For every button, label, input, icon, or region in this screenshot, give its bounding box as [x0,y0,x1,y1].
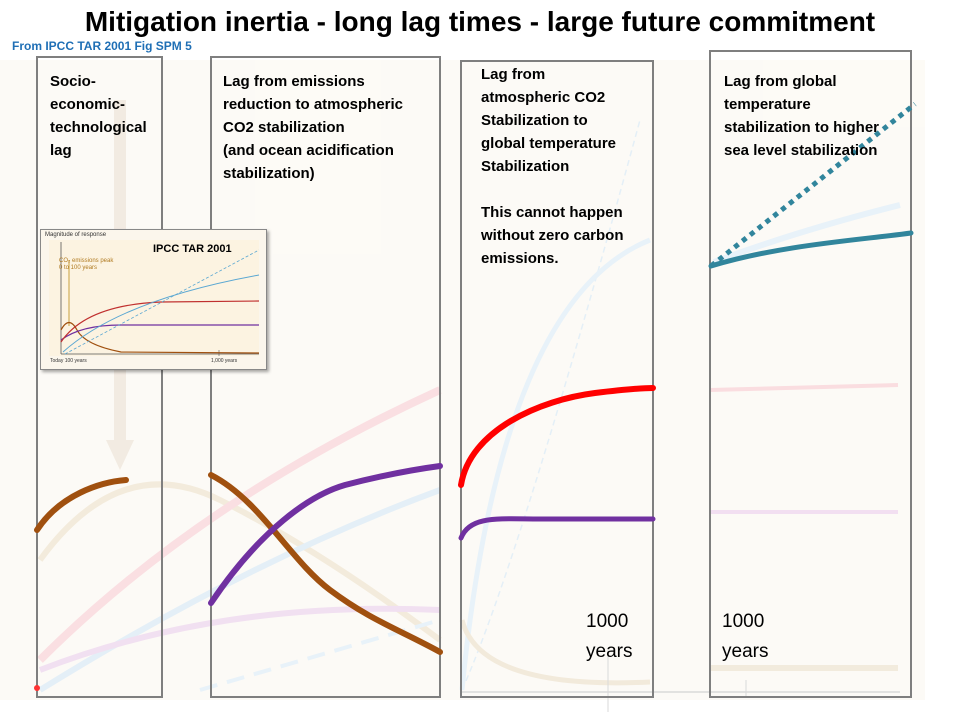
ipcc-inset-figure: Magnitude of response IPCC TAR 2001 CO₂ … [40,229,267,370]
inset-x-label-end: 1,000 years [211,358,238,364]
inset-emissions-curve [60,321,260,354]
panel-label-sea-level-lag: Lag from global temperature stabilizatio… [724,73,880,159]
co2-curve-panel-3 [458,516,656,541]
inset-chart [49,240,260,356]
emissions-curve-panel-1 [34,477,129,533]
panel-label-temperature-lag: Lag from atmospheric CO2 Stabilization t… [481,66,624,267]
inset-sea-level-thermal-curve [62,274,260,353]
inset-y-label: Magnitude of response [45,232,107,238]
years-label-panel-4: 1000 years [722,611,769,662]
inset-temperature-curve [60,300,260,343]
inset-peak-label: CO₂ emissions peak 0 to 100 years [59,258,114,271]
years-label-panel-3: 1000 years [586,611,633,662]
panel-label-socioeconomic: Socio- economic- technological lag [50,73,147,159]
inset-title: IPCC TAR 2001 [153,243,232,255]
origin-dot [34,685,40,691]
slide-title: Mitigation inertia - long lag times - la… [84,6,876,37]
panel-label-emissions-lag: Lag from emissions reduction to atmosphe… [223,73,404,182]
co2-curve-panel-2 [208,463,443,606]
inset-x-label-start: Today 100 years [50,358,87,364]
sea-level-curve-panel-4 [708,230,914,269]
faded-figure [0,60,925,712]
sea-level-dotted-projection [709,102,917,268]
inset-sea-level-ice-curve [64,249,260,355]
panel-frame-2 [210,56,441,698]
panel-frame-4 [709,50,912,698]
panel-frame-1 [36,56,163,698]
temperature-curve-panel-3 [458,385,656,488]
source-note: From IPCC TAR 2001 Fig SPM 5 [12,39,192,53]
panel-frame-3 [460,60,654,698]
emissions-curve-panel-2 [208,472,443,655]
